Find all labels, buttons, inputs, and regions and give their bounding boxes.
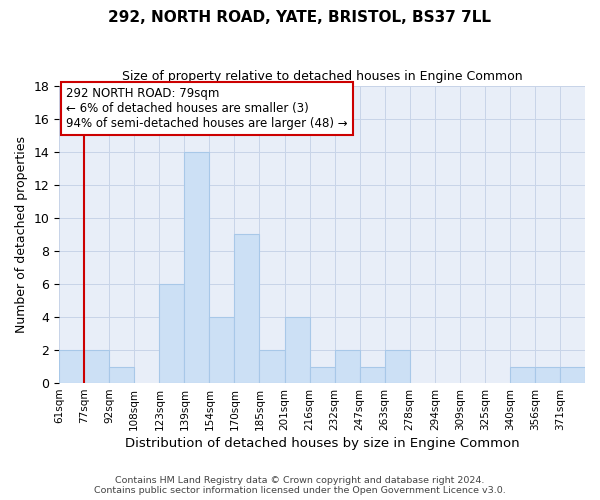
Bar xyxy=(560,366,585,383)
Bar xyxy=(259,350,284,383)
Text: 292, NORTH ROAD, YATE, BRISTOL, BS37 7LL: 292, NORTH ROAD, YATE, BRISTOL, BS37 7LL xyxy=(109,10,491,25)
X-axis label: Distribution of detached houses by size in Engine Common: Distribution of detached houses by size … xyxy=(125,437,520,450)
Bar xyxy=(84,350,109,383)
Bar xyxy=(184,152,209,383)
Bar xyxy=(160,284,184,383)
Bar xyxy=(235,234,259,383)
Y-axis label: Number of detached properties: Number of detached properties xyxy=(15,136,28,333)
Title: Size of property relative to detached houses in Engine Common: Size of property relative to detached ho… xyxy=(122,70,523,83)
Bar xyxy=(535,366,560,383)
Bar xyxy=(335,350,359,383)
Text: Contains HM Land Registry data © Crown copyright and database right 2024.
Contai: Contains HM Land Registry data © Crown c… xyxy=(94,476,506,495)
Bar xyxy=(510,366,535,383)
Bar xyxy=(310,366,335,383)
Bar xyxy=(385,350,410,383)
Bar xyxy=(284,317,310,383)
Bar xyxy=(59,350,84,383)
Text: 292 NORTH ROAD: 79sqm
← 6% of detached houses are smaller (3)
94% of semi-detach: 292 NORTH ROAD: 79sqm ← 6% of detached h… xyxy=(66,87,348,130)
Bar xyxy=(109,366,134,383)
Bar xyxy=(359,366,385,383)
Bar xyxy=(209,317,235,383)
